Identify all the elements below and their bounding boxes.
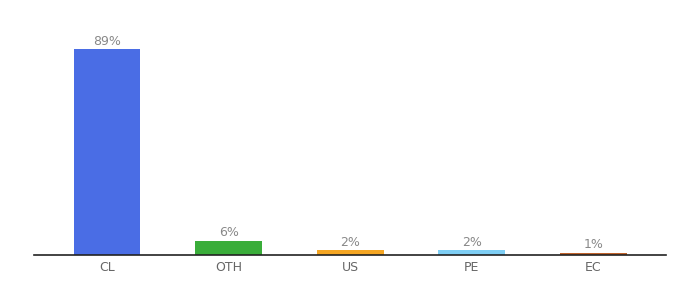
Bar [317,250,384,255]
Bar [195,241,262,255]
Text: 6%: 6% [219,226,239,239]
Bar [73,50,140,255]
Text: 2%: 2% [340,236,360,248]
Text: 89%: 89% [93,34,121,48]
Text: 1%: 1% [583,238,603,251]
Bar [439,250,505,255]
Text: 2%: 2% [462,236,481,248]
Bar [560,253,627,255]
